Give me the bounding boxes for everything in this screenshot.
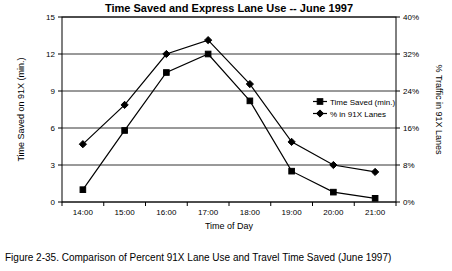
tick-label: 8% bbox=[403, 161, 415, 170]
data-point bbox=[289, 168, 295, 174]
data-point bbox=[247, 98, 253, 104]
grid-line bbox=[62, 165, 396, 166]
tick-label: 20:00 bbox=[323, 208, 344, 217]
grid-line bbox=[62, 128, 396, 129]
tick-label: 3 bbox=[51, 161, 56, 170]
legend-label: Time Saved (min.) bbox=[330, 98, 395, 107]
data-point bbox=[163, 50, 170, 57]
x-axis-label: Time of Day bbox=[205, 221, 254, 231]
data-point bbox=[164, 70, 170, 76]
tick-mark bbox=[396, 17, 400, 18]
tick-mark bbox=[312, 202, 313, 206]
grid-line bbox=[62, 91, 396, 92]
series-line bbox=[83, 54, 375, 198]
legend: Time Saved (min.) % in 91X Lanes bbox=[310, 93, 395, 123]
chart: 0 3 6 9 12 15 0% 8% 16% 24% 32% 40% 14:00 15:00 16:00 1… bbox=[0, 0, 452, 271]
tick-label: 17:00 bbox=[198, 208, 219, 217]
data-point bbox=[122, 128, 128, 134]
background bbox=[0, 0, 452, 271]
tick-label: 40% bbox=[403, 13, 419, 22]
tick-label: 24% bbox=[403, 87, 419, 96]
tick-label: 14:00 bbox=[73, 208, 94, 217]
tick-mark bbox=[145, 202, 146, 206]
tick-mark bbox=[229, 202, 230, 206]
tick-mark bbox=[396, 54, 400, 55]
tick-label: 6 bbox=[51, 124, 56, 133]
tick-label: 15 bbox=[46, 13, 55, 22]
title: Time Saved and Express Lane Use -- June … bbox=[105, 2, 353, 14]
data-point bbox=[372, 168, 379, 175]
legend-label: % in 91X Lanes bbox=[330, 110, 386, 119]
y-axis-label: Time Saved on 91X (min.) bbox=[16, 57, 26, 161]
plot-area bbox=[62, 17, 396, 202]
data-point bbox=[246, 80, 253, 87]
legend-marker bbox=[316, 110, 323, 117]
tick-mark bbox=[396, 128, 400, 129]
tick-label: 15:00 bbox=[115, 208, 136, 217]
caption: Figure 2-35. Comparison of Percent 91X L… bbox=[5, 252, 391, 263]
tick-mark bbox=[58, 128, 62, 129]
tick-label: 12 bbox=[46, 50, 55, 59]
tick-label: 16:00 bbox=[156, 208, 177, 217]
tick-mark bbox=[396, 91, 400, 92]
tick-mark bbox=[58, 202, 62, 203]
y2-axis-label: % Traffic in 91X Lanes bbox=[434, 65, 444, 155]
data-point bbox=[288, 138, 295, 145]
tick-mark bbox=[58, 91, 62, 92]
data-point bbox=[121, 101, 128, 108]
tick-mark bbox=[187, 202, 188, 206]
plot-frame bbox=[62, 17, 396, 202]
data-point bbox=[372, 196, 378, 202]
tick-mark bbox=[354, 202, 355, 206]
tick-mark bbox=[58, 17, 62, 18]
data-point bbox=[331, 189, 337, 195]
data-point bbox=[79, 141, 86, 148]
grid-line bbox=[62, 54, 396, 55]
tick-label: 19:00 bbox=[282, 208, 303, 217]
tick-mark bbox=[270, 202, 271, 206]
tick-mark bbox=[58, 54, 62, 55]
tick-mark bbox=[396, 202, 397, 206]
tick-label: 0 bbox=[51, 198, 56, 207]
tick-label: 21:00 bbox=[365, 208, 386, 217]
tick-label: 16% bbox=[403, 124, 419, 133]
data-point bbox=[80, 187, 86, 193]
tick-mark bbox=[62, 202, 63, 206]
tick-label: 32% bbox=[403, 50, 419, 59]
tick-mark bbox=[103, 202, 104, 206]
data-point bbox=[205, 37, 212, 44]
data-point bbox=[205, 51, 211, 57]
tick-mark bbox=[396, 202, 400, 203]
tick-mark bbox=[58, 165, 62, 166]
tick-label: 18:00 bbox=[240, 208, 261, 217]
data-point bbox=[330, 161, 337, 168]
tick-label: 0% bbox=[403, 198, 415, 207]
tick-mark bbox=[396, 165, 400, 166]
legend-marker bbox=[317, 99, 323, 105]
tick-label: 9 bbox=[51, 87, 56, 96]
